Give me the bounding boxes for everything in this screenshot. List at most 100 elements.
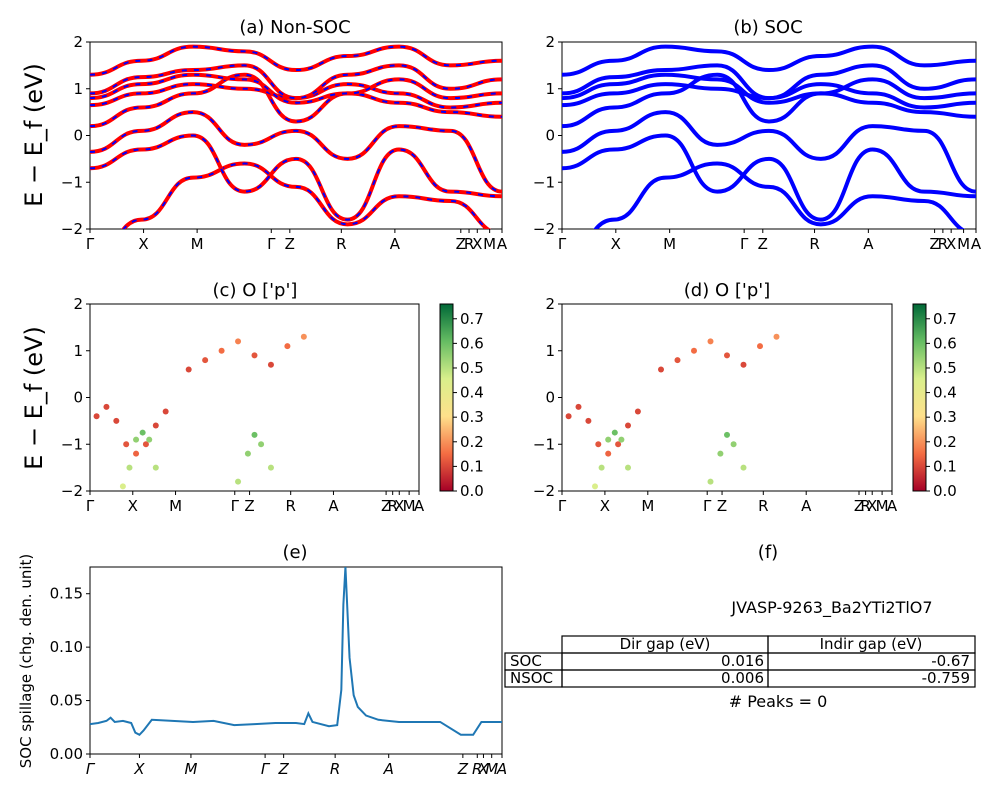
- panel-c-xtick-label: Z: [381, 497, 391, 515]
- projection-point: [724, 431, 730, 438]
- colorbar-tick-label: 0.5: [460, 359, 484, 377]
- projection-point: [146, 436, 153, 443]
- panel-b-title: (b) SOC: [733, 17, 802, 38]
- panel-d-xtick-label: Γ: [703, 497, 712, 515]
- band-line: [90, 63, 502, 101]
- colorbar-tick-label: 0.2: [460, 433, 484, 451]
- band-line: [90, 133, 502, 222]
- panel-c-title: (c) O ['p']: [213, 280, 298, 301]
- panel-c-ytick-label: 1: [73, 342, 83, 360]
- panel-c-ytick-label: −1: [61, 435, 83, 453]
- projection-point: [235, 338, 242, 345]
- projection-point: [244, 450, 251, 457]
- panel-d-xtick-label: Z: [854, 497, 864, 515]
- projection-point: [730, 441, 737, 448]
- panel-c-xtick-label: Γ: [86, 497, 95, 515]
- panel-d-xtick-label: Γ: [558, 497, 567, 515]
- projection-point: [618, 436, 625, 443]
- gap-table-nsoc-indir-cell: [767, 669, 976, 688]
- panel-e-ytick-label: 0.10: [50, 638, 83, 656]
- spillage-line: [89, 566, 502, 736]
- colorbar-tick-label: 0.6: [460, 334, 484, 352]
- projection-point: [717, 450, 724, 457]
- panel-e-xtick-label: R: [472, 760, 482, 778]
- panel-c-xtick-label: X: [128, 497, 138, 515]
- panel-d-ytick-label: 1: [545, 342, 555, 360]
- panel-e-xtick-label: Γ: [261, 760, 271, 778]
- panel-b-xtick-label: M: [663, 235, 676, 253]
- spillage-ylabel: SOC spillage (chg. den. unit): [17, 554, 35, 769]
- panel-c-xtick-label: R: [387, 497, 397, 515]
- panel-a-xtick-label: Γ: [86, 235, 95, 253]
- panel-a-xtick-label: A: [390, 235, 401, 253]
- projection-point: [300, 333, 307, 340]
- colorbar-d: 0.0 0.1 0.2 0.3 0.4 0.5 0.6 0.7: [912, 303, 957, 500]
- band-line-dashed: [122, 162, 490, 229]
- panel-b-xtick-label: Z: [758, 235, 768, 253]
- panel-e-title: (e): [282, 542, 307, 563]
- panel-b-xtick-label: A: [971, 235, 982, 253]
- row-nsoc-indir: -0.759: [922, 669, 970, 687]
- panel-a-title: (a) Non-SOC: [239, 17, 350, 38]
- panel-b-bands: [562, 44, 976, 229]
- projection-point: [126, 464, 133, 471]
- projection-point: [235, 478, 242, 485]
- projection-point: [707, 338, 714, 345]
- panel-d-xtick-label: Z: [717, 497, 727, 515]
- projection-point: [625, 464, 631, 471]
- panel-a-xtick-label: R: [464, 235, 474, 253]
- projection-point: [757, 343, 763, 350]
- panel-a-xtick-label: R: [336, 235, 346, 253]
- panel-b-ytick-label: −1: [533, 173, 555, 191]
- panel-e-xtick-label: A: [383, 760, 394, 778]
- panel-c-xtick-label: Z: [244, 497, 254, 515]
- projection-point: [592, 483, 598, 490]
- band-line: [90, 110, 502, 194]
- header-indir-gap: Indir gap (eV): [820, 635, 923, 653]
- colorbar-tick-label: 0.3: [460, 408, 484, 426]
- colorbar-c-gradient: [439, 303, 454, 492]
- panel-c-xtick-label: M: [403, 497, 416, 515]
- panel-e-xtick-label: Γ: [86, 760, 96, 778]
- panel-d-ytick-label: −2: [533, 482, 555, 500]
- panel-e-xtick-label: X: [133, 760, 145, 778]
- band-line: [593, 161, 966, 229]
- panel-a-xtick-label: Z: [456, 235, 466, 253]
- projection-point: [724, 352, 730, 359]
- panel-a-ytick-label: 0: [73, 127, 83, 145]
- band-line-dashed: [90, 83, 502, 109]
- projection-point: [133, 450, 140, 457]
- panel-d-xtick-label: M: [641, 497, 654, 515]
- band-line-dashed: [90, 73, 502, 104]
- projection-point: [142, 441, 149, 448]
- panel-d-xtick-label: A: [887, 497, 898, 515]
- colorbar-tick-label: 0.0: [460, 482, 484, 500]
- projection-point: [691, 347, 697, 354]
- projection-point: [605, 450, 612, 457]
- panel-d-xtick-label: M: [876, 497, 889, 515]
- projection-point: [218, 347, 225, 354]
- band-line: [562, 72, 976, 105]
- panel-c-points: [93, 333, 307, 490]
- panel-a-ytick-label: 1: [73, 80, 83, 98]
- peaks-label: # Peaks = 0: [729, 692, 828, 711]
- panel-d-xtick-label: A: [801, 497, 812, 515]
- projection-point: [267, 361, 274, 368]
- projection-point: [152, 422, 159, 429]
- panel-e-xtick-label: Z: [457, 760, 469, 778]
- panel-c-xtick-label: X: [394, 497, 404, 515]
- panel-c-ytick-label: 0: [73, 389, 83, 407]
- panel-a-xtick-label: M: [191, 235, 204, 253]
- colorbar-tick-label: 0.4: [933, 384, 957, 402]
- panel-d-ytick-label: −1: [533, 435, 555, 453]
- panel-c-xtick-label: R: [285, 497, 295, 515]
- colorbar-c: 0.0 0.1 0.2 0.3 0.4 0.5 0.6 0.7: [439, 303, 484, 500]
- row-nsoc-label: NSOC: [510, 669, 553, 687]
- band-line-dashed: [90, 73, 502, 128]
- projection-point: [615, 441, 622, 448]
